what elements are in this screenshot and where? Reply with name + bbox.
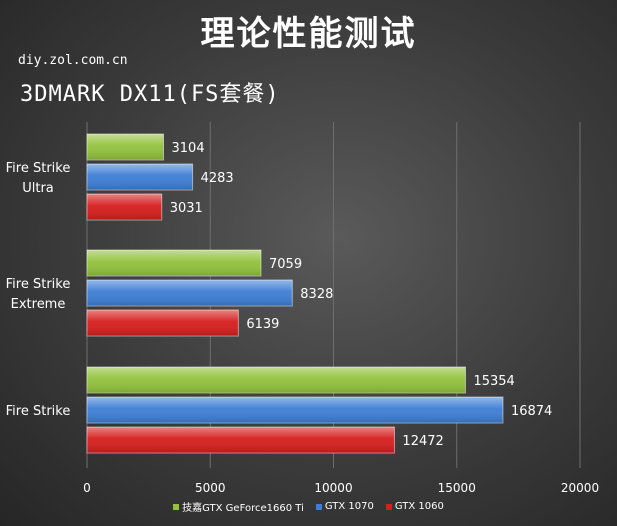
chart-title: 理论性能测试 [200, 14, 417, 54]
legend-item: 技嘉GTX GeForce1660 Ti [173, 499, 304, 514]
category-label: Ultra [22, 181, 54, 196]
bar-gloss [87, 310, 239, 336]
data-label: 8328 [300, 287, 333, 302]
data-label: 4283 [201, 171, 234, 186]
category-label: Extreme [11, 297, 66, 312]
legend-label: GTX 1060 [394, 501, 444, 512]
x-tick-label: 5000 [195, 481, 226, 495]
data-label: 7059 [269, 257, 302, 272]
bar-gloss [87, 367, 466, 393]
bar-gloss [87, 280, 293, 306]
x-tick-label: 10000 [314, 481, 352, 495]
category-label: Fire Strike [6, 277, 71, 292]
legend-swatch [315, 503, 322, 510]
data-label: 3104 [172, 141, 205, 156]
x-tick-label: 20000 [561, 481, 599, 495]
bar-gloss [87, 194, 162, 220]
data-label: 6139 [246, 317, 279, 332]
bars [86, 133, 504, 454]
bar-gloss [87, 164, 193, 190]
category-label: Fire Strike [6, 404, 71, 419]
labels: 0 5000 10000 15000 20000 3104 4283 3031 Fire Str… [6, 141, 599, 495]
legend-label: GTX 1070 [324, 501, 374, 512]
legend: 技嘉GTX GeForce1660 Ti GTX 1070 GTX 1060 [0, 499, 617, 514]
data-label: 12472 [402, 434, 443, 449]
x-tick-label: 0 [83, 481, 91, 495]
bar-gloss [87, 427, 395, 453]
bar-gloss [87, 250, 262, 276]
legend-label: 技嘉GTX GeForce1660 Ti [182, 503, 304, 514]
data-label: 15354 [473, 374, 514, 389]
bar-gloss [87, 397, 503, 423]
bar-gloss [87, 134, 164, 160]
x-tick-label: 15000 [438, 481, 476, 495]
legend-item: GTX 1070 [315, 499, 374, 514]
data-label: 3031 [170, 201, 203, 216]
legend-item: GTX 1060 [385, 499, 444, 514]
chart-subtitle: 3DMARK DX11(FS套餐) [20, 82, 280, 107]
category-label: Fire Strike [6, 161, 71, 176]
legend-swatch [385, 503, 392, 510]
watermark: diy.zol.com.cn [18, 53, 128, 68]
legend-swatch [173, 503, 180, 510]
data-label: 16874 [511, 404, 552, 419]
